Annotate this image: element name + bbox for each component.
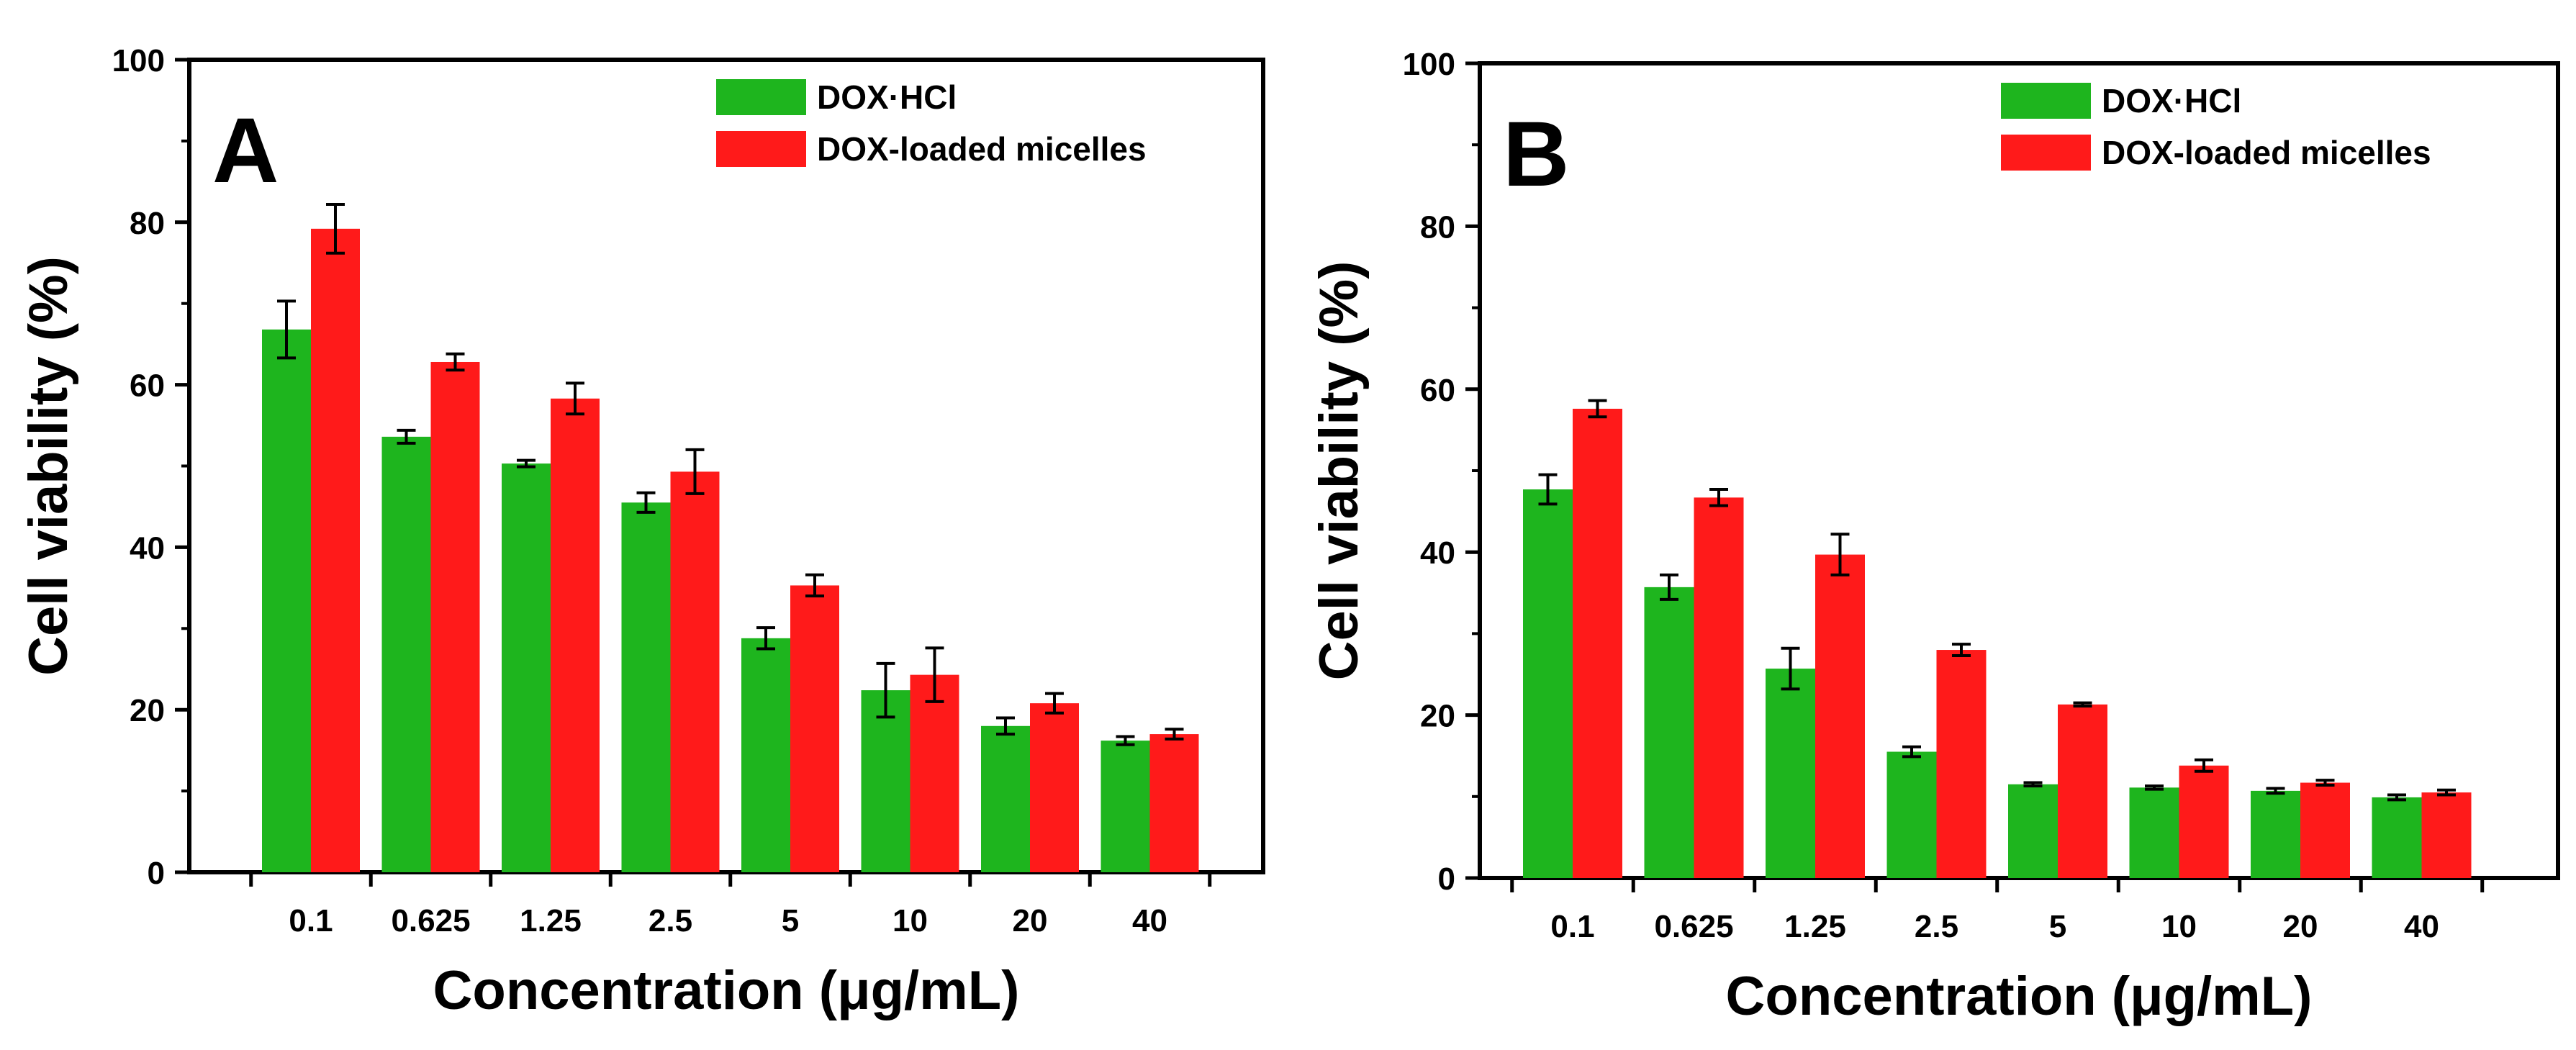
chart-panel-b: 020406080100DOX·HCl @ 0.1: 47.7DOX-loade… bbox=[1309, 47, 2560, 1027]
y-tick-label: 100 bbox=[112, 43, 165, 78]
bar-dox-micelles: DOX-loaded micelles @ 10: 24.3 bbox=[910, 674, 959, 872]
legend-label: DOX-loaded micelles bbox=[2102, 134, 2431, 171]
y-tick-label: 20 bbox=[1420, 699, 1455, 734]
y-tick-label: 0 bbox=[1438, 861, 1455, 897]
bar-dox-micelles: DOX-loaded micelles @ 1.25: 58.3 bbox=[551, 398, 600, 872]
x-axis-title: Concentration (μg/mL) bbox=[433, 960, 1020, 1021]
bar-dox-hcl: DOX·HCl @ 2.5: 15.5 bbox=[1886, 751, 1937, 878]
bar-dox-hcl: DOX·HCl @ 5: 28.8 bbox=[741, 638, 790, 872]
x-tick-label: 5 bbox=[782, 903, 799, 938]
bar-dox-micelles: DOX-loaded micelles @ 20: 11.7 bbox=[2300, 782, 2350, 878]
bar-dox-hcl: DOX·HCl @ 10: 11.1 bbox=[2129, 787, 2179, 878]
legend-swatch bbox=[2001, 135, 2091, 171]
x-axis-title: Concentration (μg/mL) bbox=[1726, 966, 2313, 1027]
bar-dox-hcl: DOX·HCl @ 0.625: 35.7 bbox=[1644, 587, 1694, 878]
bar-dox-hcl: DOX·HCl @ 1.25: 50.3 bbox=[502, 463, 551, 872]
bar-dox-micelles: DOX-loaded micelles @ 5: 21.3 bbox=[2058, 704, 2107, 878]
x-tick-label: 2.5 bbox=[648, 903, 692, 938]
bar-dox-micelles: DOX-loaded micelles @ 0.625: 46.7 bbox=[1694, 497, 1744, 878]
chart-panel-a: 020406080100DOX·HCl @ 0.1: 66.8DOX-loade… bbox=[18, 43, 1265, 1021]
y-axis-title: Cell viability (%) bbox=[1309, 261, 1370, 681]
bar-dox-micelles: DOX-loaded micelles @ 0.1: 57.6 bbox=[1573, 408, 1622, 878]
panel-letter: B bbox=[1503, 103, 1569, 206]
y-tick-label: 80 bbox=[130, 206, 165, 241]
bar-dox-micelles: DOX-loaded micelles @ 40: 17 bbox=[1149, 734, 1199, 872]
bar-dox-micelles: DOX-loaded micelles @ 20: 20.8 bbox=[1030, 703, 1079, 872]
bar-dox-hcl: DOX·HCl @ 20: 10.7 bbox=[2251, 790, 2300, 878]
y-tick-label: 40 bbox=[130, 530, 165, 566]
bar-dox-hcl: DOX·HCl @ 0.1: 47.7 bbox=[1523, 489, 1573, 878]
bar-dox-micelles: DOX-loaded micelles @ 2.5: 28 bbox=[1936, 650, 1987, 878]
bar-dox-hcl: DOX·HCl @ 5: 11.5 bbox=[2008, 784, 2058, 878]
bar-dox-hcl: DOX·HCl @ 2.5: 45.5 bbox=[621, 502, 671, 872]
bar-dox-hcl: DOX·HCl @ 10: 22.4 bbox=[861, 690, 910, 872]
bar-dox-hcl: DOX·HCl @ 0.625: 53.6 bbox=[381, 436, 431, 872]
x-tick-label: 40 bbox=[2404, 909, 2439, 944]
y-tick-label: 60 bbox=[1420, 373, 1455, 408]
legend-swatch bbox=[716, 131, 806, 167]
x-tick-label: 40 bbox=[1132, 903, 1167, 938]
x-tick-label: 2.5 bbox=[1915, 909, 1958, 944]
bar-dox-micelles: DOX-loaded micelles @ 0.1: 79.2 bbox=[311, 228, 360, 872]
x-tick-label: 1.25 bbox=[520, 903, 582, 938]
bar-dox-micelles: DOX-loaded micelles @ 5: 35.3 bbox=[790, 585, 839, 872]
y-tick-label: 80 bbox=[1420, 209, 1455, 245]
x-tick-label: 0.625 bbox=[1654, 909, 1733, 944]
y-tick-label: 100 bbox=[1403, 47, 1455, 82]
bar-dox-hcl: DOX·HCl @ 0.1: 66.8 bbox=[262, 329, 311, 872]
bar-dox-hcl: DOX·HCl @ 40: 9.9 bbox=[2372, 797, 2422, 878]
legend-label: DOX·HCl bbox=[2102, 82, 2241, 119]
legend-swatch bbox=[2001, 83, 2091, 119]
bar-dox-micelles: DOX-loaded micelles @ 10: 13.8 bbox=[2179, 765, 2229, 878]
panel-letter: A bbox=[212, 99, 279, 202]
x-tick-label: 10 bbox=[892, 903, 928, 938]
x-tick-label: 20 bbox=[2283, 909, 2318, 944]
bar-dox-micelles: DOX-loaded micelles @ 0.625: 62.8 bbox=[430, 361, 480, 872]
y-tick-label: 40 bbox=[1420, 535, 1455, 571]
bar-dox-micelles: DOX-loaded micelles @ 2.5: 49.3 bbox=[670, 471, 720, 872]
x-tick-label: 20 bbox=[1013, 903, 1048, 938]
bar-dox-hcl: DOX·HCl @ 1.25: 25.7 bbox=[1766, 669, 1815, 878]
y-tick-label: 0 bbox=[148, 856, 165, 891]
y-tick-label: 60 bbox=[130, 368, 165, 404]
x-tick-label: 5 bbox=[2049, 909, 2066, 944]
x-tick-label: 0.1 bbox=[289, 903, 333, 938]
bar-dox-hcl: DOX·HCl @ 20: 18 bbox=[981, 725, 1030, 872]
x-tick-label: 1.25 bbox=[1784, 909, 1846, 944]
y-tick-label: 20 bbox=[130, 693, 165, 728]
legend-label: DOX·HCl bbox=[817, 78, 957, 116]
y-axis-title: Cell viability (%) bbox=[18, 256, 79, 676]
legend-label: DOX-loaded micelles bbox=[817, 130, 1147, 168]
legend-swatch bbox=[716, 79, 806, 115]
x-tick-label: 0.625 bbox=[391, 903, 470, 938]
bar-dox-micelles: DOX-loaded micelles @ 1.25: 39.7 bbox=[1815, 554, 1865, 878]
bar-dox-micelles: DOX-loaded micelles @ 40: 10.5 bbox=[2421, 792, 2472, 878]
bar-dox-hcl: DOX·HCl @ 40: 16.2 bbox=[1101, 741, 1150, 872]
x-tick-label: 10 bbox=[2161, 909, 2197, 944]
x-tick-label: 0.1 bbox=[1550, 909, 1594, 944]
